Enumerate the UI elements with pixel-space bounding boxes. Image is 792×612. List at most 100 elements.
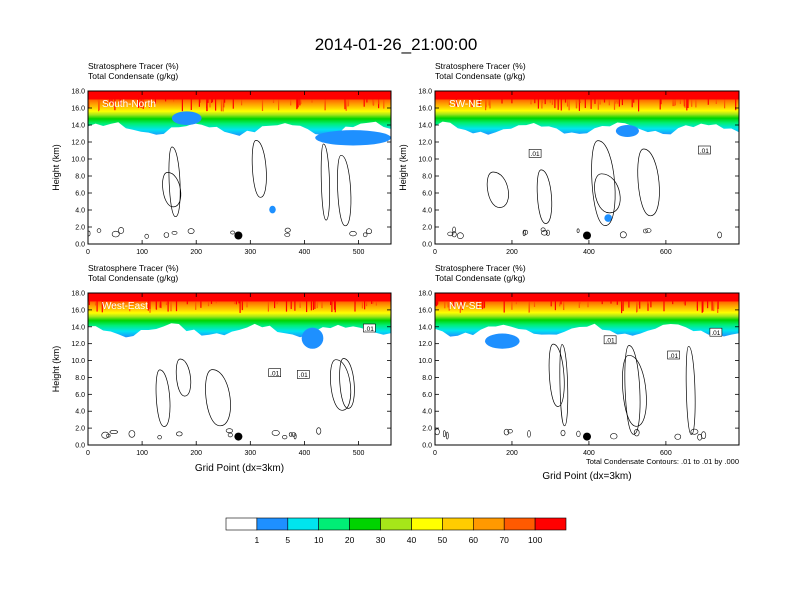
- x-tick-label: 500: [353, 450, 365, 457]
- tracer-streak: [158, 301, 160, 308]
- tracer-streak: [383, 99, 385, 109]
- tracer-streak: [274, 301, 276, 309]
- contour-label: .01: [365, 326, 374, 333]
- y-tick-label: 16.0: [71, 106, 85, 113]
- panel-south-north: South-North 0.0 2.0 4.0 6.0 8.0 10.0 12.0 14.0 16…: [51, 61, 392, 256]
- x-tick-label: 300: [244, 249, 256, 256]
- contour-label-box: [667, 350, 680, 360]
- y-tick-label: 8.0: [75, 375, 85, 382]
- location-marker: [583, 231, 591, 240]
- condensate-contour-small: [349, 231, 357, 237]
- tracer-streak: [601, 301, 603, 305]
- tracer-streak: [232, 99, 234, 109]
- y-tick-label: 2.0: [75, 225, 85, 232]
- condensate-contour-small: [447, 231, 454, 237]
- x-tick-label: 200: [506, 450, 518, 457]
- tracer-streak: [109, 99, 111, 103]
- tracer-streak: [104, 301, 106, 310]
- tracer-patch: [315, 130, 391, 146]
- y-tick-label: 4.0: [75, 208, 85, 215]
- condensate-contour-small: [690, 428, 699, 435]
- tracer-streak: [564, 99, 567, 103]
- x-tick-label: 600: [660, 249, 672, 256]
- x-tick-label: 200: [506, 249, 518, 256]
- tracer-streak: [372, 301, 374, 304]
- condensate-contour-small: [157, 435, 162, 440]
- plot-area: [88, 91, 391, 240]
- tracer-streak: [220, 99, 222, 112]
- tracer-streak: [378, 99, 380, 105]
- tracer-streak: [554, 99, 556, 109]
- tracer-streak: [621, 301, 623, 314]
- y-tick-label: 6.0: [75, 191, 85, 198]
- contour-label-box: [268, 368, 282, 378]
- tracer-streak: [344, 99, 346, 110]
- panel-title-line1: Stratosphere Tracer (%): [435, 61, 526, 71]
- tracer-streak: [575, 99, 578, 109]
- condensate-contour-small: [545, 229, 550, 236]
- tracer-streak: [199, 99, 201, 103]
- condensate-contour: [330, 359, 352, 411]
- contour-label-box: [698, 145, 711, 155]
- contour-label-box: [296, 370, 310, 379]
- tracer-streak: [113, 301, 115, 309]
- y-tick-label: 0.0: [422, 242, 432, 249]
- tracer-streak: [489, 99, 491, 109]
- tracer-streak: [679, 99, 681, 104]
- tracer-streak: [554, 301, 556, 311]
- tracer-streak: [364, 301, 366, 310]
- tracer-streak: [347, 99, 350, 106]
- condensate-contour-small: [101, 431, 110, 439]
- condensate-contour-small: [227, 432, 233, 438]
- tracer-streak: [361, 301, 363, 309]
- contour-label: .01: [299, 372, 308, 379]
- y-tick-label: 18.0: [418, 291, 432, 298]
- condensate-contour-small: [452, 226, 456, 234]
- tracer-streak: [261, 99, 264, 111]
- tracer-streak: [297, 99, 299, 108]
- contour-label: .01: [711, 330, 720, 337]
- contour-label: .01: [669, 353, 678, 360]
- y-tick-label: 8.0: [75, 174, 85, 181]
- y-tick-label: 12.0: [71, 341, 85, 348]
- contour-label: .01: [606, 338, 615, 345]
- condensate-contour-small: [507, 429, 513, 434]
- tracer-streak: [147, 301, 149, 311]
- y-tick-label: 16.0: [418, 106, 432, 113]
- condensate-contour-small: [176, 431, 183, 437]
- condensate-contour: [168, 146, 181, 218]
- panel-label: South-North: [102, 99, 156, 110]
- tracer-streak: [550, 301, 552, 307]
- colorbar-label: 5: [285, 535, 290, 545]
- y-tick-label: 8.0: [422, 375, 432, 382]
- condensate-contour: [559, 344, 569, 427]
- tracer-streak: [165, 301, 168, 306]
- tracer-streak: [663, 301, 665, 312]
- tracer-streak: [691, 99, 693, 107]
- tracer-streak: [638, 99, 640, 112]
- contour-label: .01: [531, 151, 540, 158]
- condensate-contour-small: [443, 430, 446, 438]
- colorbar-swatch: [225, 517, 258, 531]
- plot-frame: [434, 90, 740, 245]
- condensate-contour-small: [271, 429, 280, 436]
- tracer-streak: [215, 301, 217, 304]
- tracer-streak: [144, 99, 146, 105]
- y-tick-label: 2.0: [75, 426, 85, 433]
- tracer-streak: [672, 301, 674, 305]
- tracer-streak: [198, 99, 200, 107]
- tracer-streak: [533, 301, 536, 307]
- contour-label-box: [603, 335, 617, 345]
- condensate-contour-small: [163, 232, 170, 238]
- y-tick-label: 0.0: [75, 242, 85, 249]
- tracer-streak: [622, 301, 624, 312]
- plot-frame: [87, 90, 392, 245]
- colorbar-swatch: [287, 517, 319, 531]
- y-tick-label: 14.0: [418, 324, 432, 331]
- tracer-streak: [140, 99, 142, 108]
- condensate-contour-small: [645, 228, 652, 233]
- condensate-contour-small: [541, 230, 548, 236]
- condensate-contour-small: [527, 430, 531, 438]
- tracer-streak: [674, 99, 676, 106]
- condensate-contour-small: [187, 228, 195, 234]
